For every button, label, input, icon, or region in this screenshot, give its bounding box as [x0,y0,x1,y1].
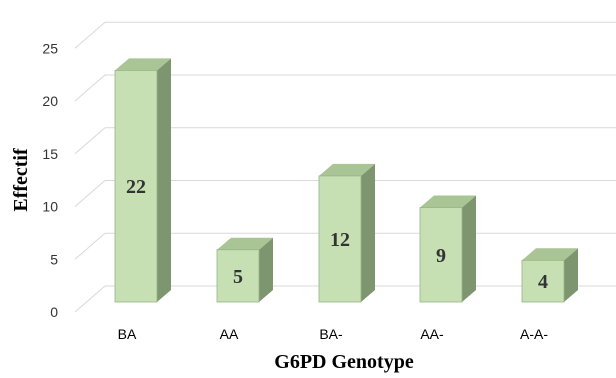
x-category-label: AA [220,326,239,342]
gridline-depth [74,74,106,102]
bar [318,175,362,303]
y-axis-title: Effectif [10,148,32,212]
gridline-depth [74,127,106,155]
bar-top [115,58,171,71]
bar-side [157,58,171,303]
bar [216,249,260,303]
bar-side [259,237,273,302]
bar-top [319,163,375,176]
gridline-depth [74,180,106,207]
y-tick-label: 0 [50,304,58,320]
x-category-label: AA- [420,326,444,342]
x-axis-title: G6PD Genotype [274,351,414,373]
bar-side [462,195,476,302]
bar [521,259,565,303]
data-label: 4 [538,271,548,293]
bar-top [217,237,273,250]
data-label: 9 [436,245,446,267]
bar [114,70,158,303]
data-label: 22 [126,176,146,198]
data-label: 12 [330,229,350,251]
bars [114,58,578,303]
bar-side [564,248,578,302]
x-axis-categories: BA AA BA- AA- A-A- [118,326,549,342]
x-category-label: BA [118,326,137,342]
bar-top [522,248,578,261]
bar-top [420,195,476,208]
y-tick-label: 10 [42,199,58,215]
gridline-depth [74,232,106,260]
data-label: 5 [233,266,243,288]
data-labels: 22 5 12 9 4 [126,176,548,293]
y-tick-label: 20 [42,93,58,109]
x-category-label: BA- [319,326,343,342]
y-tick-label: 25 [42,40,58,56]
x-category-label: A-A- [520,326,548,342]
y-tick-label: 5 [50,251,58,267]
gridline-depth [74,285,106,313]
y-tick-label: 15 [42,146,58,162]
gridline-depth [74,21,106,49]
bar-side [361,163,375,302]
y-axis-ticks: 0 5 10 15 20 25 [42,40,58,320]
bar [419,207,463,303]
